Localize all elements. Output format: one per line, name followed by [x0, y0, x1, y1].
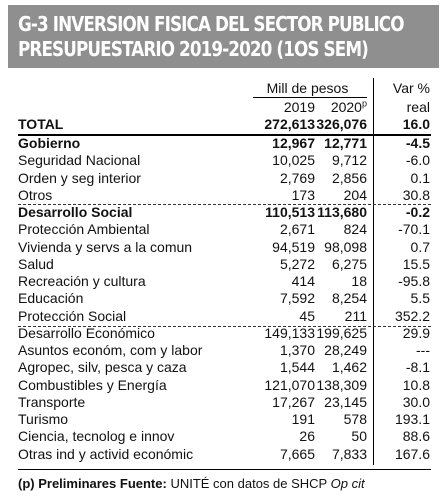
row-value-2020: 2,856 [331, 169, 367, 186]
group-header-underline [253, 97, 367, 98]
row-value-2020: 98,098 [324, 238, 367, 255]
row-value-2019: 1,370 [279, 342, 315, 358]
row-var: 30.8 [402, 186, 430, 203]
year-2020-header: 2020p [330, 98, 367, 115]
var-header: Var % [392, 80, 430, 96]
row-label: Agropec, silv, pesca y caza [18, 359, 187, 376]
row-label: Salud [18, 255, 54, 272]
row-value-2020: 6,275 [331, 255, 367, 272]
total-2019: 272,613 [264, 116, 315, 132]
row-var: 167.6 [394, 445, 430, 462]
row-label: Orden y seg interior [18, 169, 141, 186]
row-label: Transporte [18, 393, 86, 410]
row-var: 29.9 [402, 324, 430, 341]
row-label: Educación [18, 290, 84, 307]
row-label: Desarrollo Social [18, 204, 133, 220]
row-label: Seguridad Nacional [18, 152, 141, 169]
row-value-2020: 7,833 [331, 445, 367, 462]
var-column-divider [373, 78, 374, 465]
row-var: -6.0 [405, 152, 430, 169]
row-var: 0.1 [410, 169, 430, 186]
row-var: -8.1 [405, 359, 430, 376]
row-var: --- [416, 342, 430, 358]
row-value-2019: 26 [299, 428, 315, 445]
row-value-2019: 7,665 [279, 445, 315, 462]
row-label: Asuntos económ, com y labor [18, 342, 203, 358]
total-var: 16.0 [402, 116, 430, 132]
row-value-2020: 50 [351, 428, 367, 445]
row-var: 0.7 [410, 238, 430, 255]
row-value-2020: 138,309 [316, 376, 367, 393]
row-value-2019: 7,592 [279, 290, 315, 307]
row-label: Recreación y cultura [18, 273, 146, 289]
row-value-2020: 18 [351, 273, 367, 289]
row-label: Vivienda y servs a la comun [18, 238, 193, 255]
section-divider-1 [18, 204, 431, 205]
row-var: 10.8 [402, 376, 430, 393]
row-value-2019: 5,272 [279, 255, 315, 272]
title-banner: G-3 INVERSION FISICA DEL SECTOR PUBLICO … [8, 5, 439, 68]
row-label: Protección Social [18, 307, 127, 324]
row-value-2019: 1,544 [279, 359, 315, 376]
row-var: 88.6 [402, 428, 430, 445]
row-value-2019: 149,133 [264, 324, 315, 341]
row-value-2019: 110,513 [265, 204, 315, 220]
row-var: 193.1 [394, 411, 430, 427]
row-label: Otras ind y activid económic [18, 445, 194, 462]
row-value-2020: 9,712 [331, 152, 367, 169]
title-line-1: G-3 INVERSION FISICA DEL SECTOR PUBLICO [18, 12, 405, 36]
row-var: -70.1 [398, 221, 430, 238]
row-value-2020: 1,462 [331, 359, 367, 376]
row-value-2020: 12,771 [324, 135, 367, 151]
row-value-2020: 23,145 [324, 393, 367, 410]
row-var: 15.5 [402, 255, 430, 272]
section-divider-2 [18, 326, 431, 327]
row-label: Protección Ambiental [18, 221, 150, 238]
total-underline [18, 134, 431, 136]
row-value-2019: 414 [291, 273, 315, 289]
row-label: Desarrollo Económico [18, 324, 155, 341]
row-value-2019: 173 [291, 186, 315, 203]
row-value-2019: 94,519 [272, 238, 315, 255]
title-line-2: PRESUPUESTARIO 2019-2020 (1OS SEM) [18, 37, 369, 61]
footnote-source-text: UNITÉ con datos de SHCP [166, 476, 331, 491]
total-2020: 326,076 [316, 116, 367, 132]
row-var: -0.2 [405, 204, 430, 220]
row-value-2019: 10,025 [272, 152, 315, 169]
footnote-prelim: (p) Preliminares [18, 476, 120, 491]
row-value-2019: 121,070 [264, 376, 315, 393]
row-value-2020: 199,625 [316, 324, 367, 341]
year-2019-header: 2019 [283, 99, 315, 115]
footnote: (p) Preliminares Fuente: UNITÉ con datos… [18, 475, 365, 492]
row-value-2019: 12,967 [272, 135, 315, 151]
row-value-2019: 2,671 [279, 221, 315, 238]
row-value-2019: 45 [299, 307, 315, 324]
row-value-2019: 2,769 [279, 169, 315, 186]
row-label: Gobierno [18, 135, 81, 151]
footnote-source-label: Fuente: [119, 476, 167, 491]
row-value-2019: 17,267 [272, 393, 315, 410]
row-value-2020: 204 [343, 186, 367, 203]
row-label: Ciencia, tecnolog e innov [18, 428, 175, 445]
footer-rule [18, 469, 431, 470]
row-var: 30.0 [402, 393, 430, 410]
row-var: -4.5 [405, 135, 430, 151]
row-value-2020: 28,249 [324, 342, 367, 358]
row-value-2019: 191 [291, 411, 315, 427]
group-header: Mill de pesos [266, 80, 349, 96]
row-value-2020: 113,680 [317, 204, 367, 220]
row-var: 352.2 [394, 307, 430, 324]
row-label: Otros [18, 186, 53, 203]
row-value-2020: 578 [343, 411, 367, 427]
row-value-2020: 8,254 [331, 290, 367, 307]
row-value-2020: 824 [343, 221, 367, 238]
row-var: -95.8 [398, 273, 430, 289]
var-header-real: real [406, 99, 430, 115]
footnote-source-italic: Op cit [330, 476, 365, 491]
row-value-2020: 211 [344, 307, 367, 324]
row-var: 5.5 [410, 290, 430, 307]
total-label: TOTAL [18, 116, 64, 132]
row-label: Turismo [18, 411, 69, 427]
row-label: Combustibles y Energía [18, 376, 167, 393]
